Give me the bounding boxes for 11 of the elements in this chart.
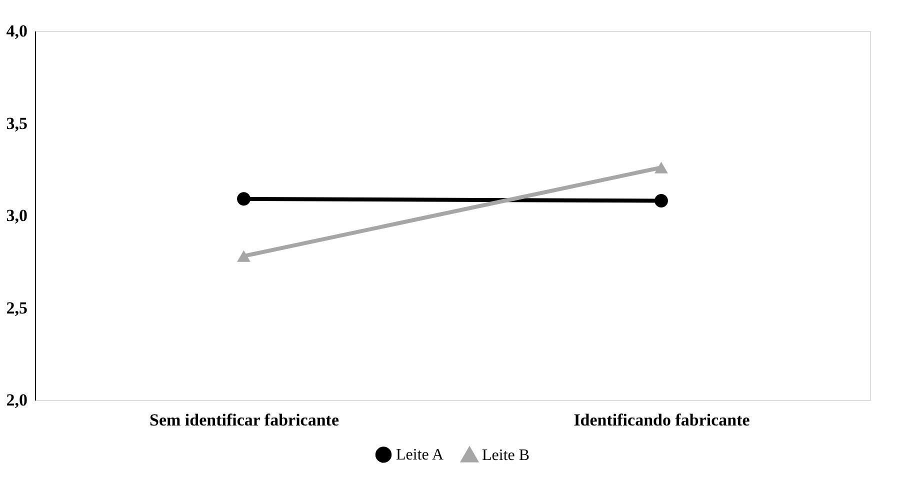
y-tick-label: 3,0: [6, 206, 28, 225]
y-tick-label: 2,5: [6, 298, 28, 318]
point: [237, 192, 250, 206]
x-tick-label: Identificando fabricante: [574, 410, 750, 430]
y-tick-label: 4,0: [6, 22, 28, 40]
legend-label: Leite A: [396, 446, 444, 464]
y-tick-label: 2,0: [6, 390, 28, 410]
point: [654, 194, 668, 208]
legend-label: Leite B: [482, 447, 530, 464]
x-tick-label: Sem identificar fabricante: [150, 410, 340, 430]
y-tick-label: 3,5: [6, 114, 28, 133]
